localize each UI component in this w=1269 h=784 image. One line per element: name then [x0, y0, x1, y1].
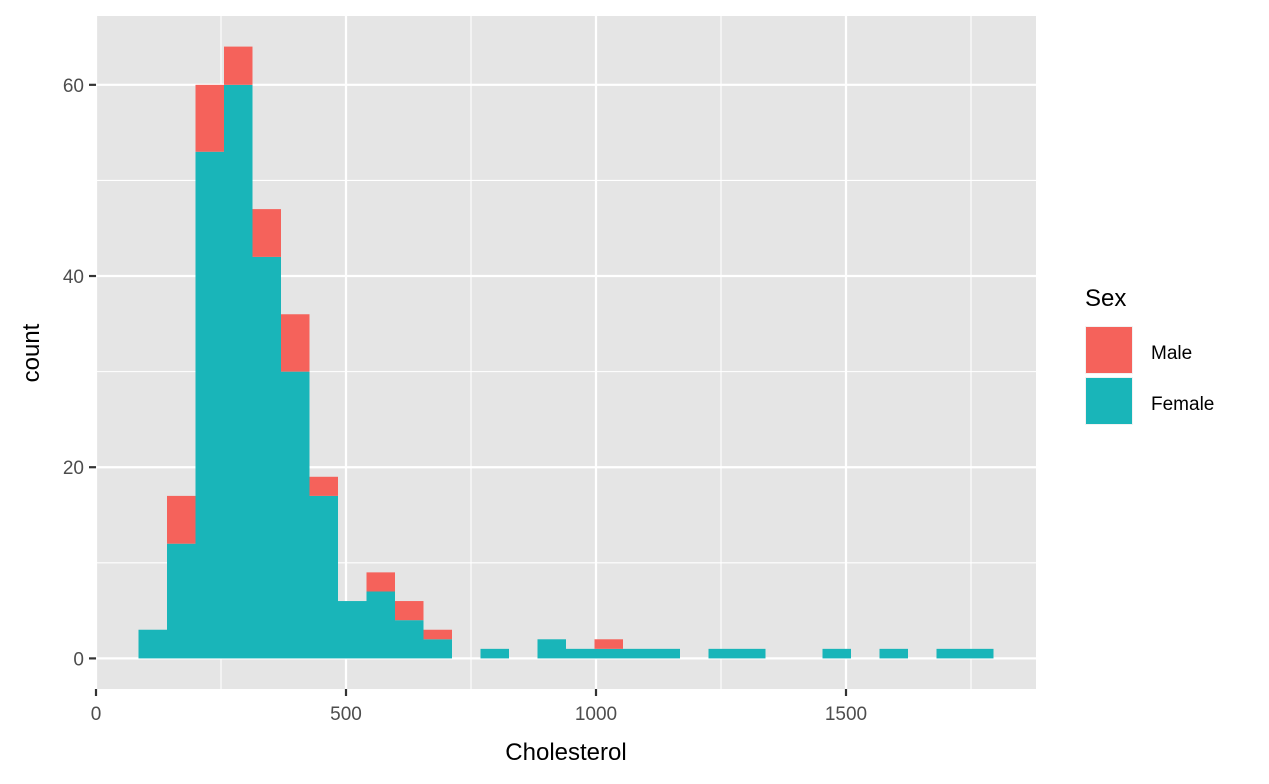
bars: [138, 46, 994, 659]
grid-major: [94, 16, 1036, 689]
bar-male: [167, 495, 196, 544]
x-tick-label: 1000: [575, 704, 617, 725]
x-tick-label: 500: [330, 704, 362, 725]
bar-female: [138, 629, 167, 659]
bar-female: [566, 648, 595, 659]
x-axis-title: Cholesterol: [505, 739, 626, 766]
bar-female: [195, 151, 224, 659]
legend-label-female: Female: [1151, 394, 1214, 415]
bar-female: [537, 639, 566, 659]
bar-female: [281, 371, 310, 659]
bar-female: [623, 648, 652, 659]
bar-female: [708, 648, 737, 659]
y-tick-label: 20: [63, 458, 84, 479]
x-axis: 0 500 1000 1500: [91, 689, 867, 725]
bar-female: [594, 648, 623, 659]
y-axis-title: count: [18, 323, 45, 382]
bar-female: [879, 648, 908, 659]
bar-female: [822, 648, 851, 659]
bar-male: [224, 46, 253, 85]
legend-swatch-male: [1086, 327, 1132, 373]
y-tick-label: 0: [73, 649, 84, 670]
legend-swatch-female: [1086, 378, 1132, 424]
bar-male: [252, 209, 281, 257]
y-axis: 0 20 40 60: [63, 76, 96, 670]
bar-male: [309, 476, 338, 496]
x-tick-label: 0: [91, 704, 102, 725]
bar-male: [195, 84, 224, 152]
bar-female: [737, 648, 766, 659]
bar-female: [366, 591, 395, 659]
bar-female: [965, 648, 994, 659]
bar-female: [395, 620, 424, 659]
bar-male: [395, 601, 424, 621]
bar-female: [224, 84, 253, 659]
y-tick-label: 60: [63, 76, 84, 97]
x-tick-label: 1500: [825, 704, 867, 725]
bar-female: [309, 495, 338, 659]
y-tick-label: 40: [63, 267, 84, 288]
bar-female: [480, 648, 509, 659]
bar-male: [423, 629, 452, 640]
bar-male: [366, 572, 395, 592]
bar-male: [594, 639, 623, 649]
bar-male: [281, 314, 310, 372]
legend-label-male: Male: [1151, 343, 1192, 364]
bar-female: [252, 256, 281, 659]
bar-female: [423, 639, 452, 659]
bar-female: [338, 601, 367, 659]
bar-female: [651, 648, 680, 659]
legend-title: Sex: [1085, 285, 1126, 312]
legend: Sex Male Female: [1085, 285, 1214, 425]
bar-female: [936, 648, 965, 659]
bar-female: [167, 543, 196, 659]
